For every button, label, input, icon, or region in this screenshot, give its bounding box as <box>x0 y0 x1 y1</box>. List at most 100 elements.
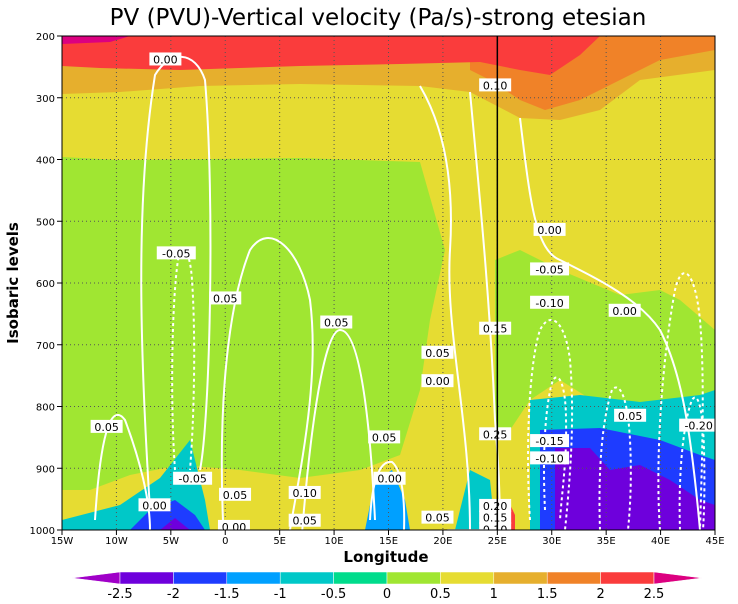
contour-label-bg <box>421 374 454 388</box>
x-tick-label: 20E <box>433 536 452 547</box>
contour-label: 0.25 <box>479 427 512 441</box>
contour-label-bg <box>479 498 512 512</box>
contour-label-bg <box>479 321 512 335</box>
contour-label-text: 0.00 <box>425 375 450 388</box>
colorbar-segment <box>333 571 388 585</box>
y-tick-label: 200 <box>36 32 55 43</box>
colorbar-tick-label: -1 <box>274 587 287 602</box>
y-tick-label: 500 <box>36 217 55 228</box>
chart-title: PV (PVU)-Vertical velocity (Pa/s)-strong… <box>110 5 647 31</box>
contour-label-bg <box>447 529 487 530</box>
contour-label: 0.05 <box>421 345 454 360</box>
contour-label-text: 0.05 <box>372 431 397 444</box>
x-tick-label: 30E <box>542 536 561 547</box>
colorbar-tick-label: 2.5 <box>644 587 665 602</box>
contour-label-bg <box>421 510 454 524</box>
contour-label: 0.00 <box>138 498 171 512</box>
contour-label-bg <box>530 451 570 465</box>
contour-label-bg <box>149 52 182 66</box>
contour-label-bg <box>320 315 353 329</box>
colorbar-segment <box>493 571 548 585</box>
contour-label-text: 0.05 <box>213 292 238 305</box>
contour-label: -0.05 <box>156 246 196 260</box>
y-tick-label: 700 <box>36 341 55 352</box>
contour-label: 0.15 <box>479 510 512 525</box>
colorbar: -2.5 -2 -1.5 -1 -0.5 0 0.5 1 1.5 2 2.5 <box>71 571 703 602</box>
x-tick-label: 5E <box>273 536 286 547</box>
contour-label-text: 0.05 <box>618 410 643 423</box>
contour-label-bg <box>530 295 570 309</box>
colorbar-tick-label: -2.5 <box>107 587 132 602</box>
pv-field-green-east <box>495 250 715 430</box>
contour-label: 0.15 <box>479 321 512 336</box>
contour-label-text: -0.10 <box>535 297 563 310</box>
contour-labels: 0.00 0.10 0.00 -0.05 -0.05 0.05 -0.10 0.00 0.05 0… <box>90 52 715 536</box>
contour-label-bg <box>479 78 512 92</box>
y-tick-label: 400 <box>36 156 55 167</box>
x-tick-label: 5W <box>163 536 179 547</box>
contour-label: 0.05 <box>90 419 123 434</box>
contour-label-text: 0.00 <box>377 473 402 486</box>
x-tick-label: 0 <box>222 536 228 547</box>
colorbar-tick-label: 0 <box>383 587 391 602</box>
colorbar-segment <box>440 571 495 585</box>
colorbar-segment <box>600 571 655 585</box>
contour-label-text: -0.20 <box>684 420 712 433</box>
x-tick-label: 10E <box>325 536 344 547</box>
contour-label-bg <box>479 522 512 530</box>
y-tick-label: 800 <box>36 403 55 414</box>
contour-label-bg <box>288 513 321 527</box>
contour-label: 0.00 <box>149 52 182 66</box>
contour-label-text: 0.00 <box>142 499 167 512</box>
y-axis-label: Isobaric levels <box>4 222 22 344</box>
colorbar-segment <box>279 571 334 585</box>
contour-label-text: 0.15 <box>483 512 508 525</box>
contour-label: -0.05 <box>447 529 487 530</box>
contour-label-text: 0.00 <box>222 521 247 534</box>
pv-field-green-region <box>62 157 445 490</box>
contour-label: -0.05 <box>530 262 570 276</box>
colorbar-segment <box>71 571 121 585</box>
colorbar-tick-label: 0.5 <box>430 587 451 602</box>
colorbar-tick-label: -2 <box>167 587 180 602</box>
contour-label-text: 0.10 <box>483 79 508 92</box>
x-tick-label: 40E <box>651 536 670 547</box>
x-tick-label: 25E <box>488 536 507 547</box>
x-axis-label: Longitude <box>343 548 428 566</box>
pv-field-cyan-mid <box>365 470 410 530</box>
contour-label: 0.05 <box>614 408 647 423</box>
contour-label-text: -0.15 <box>535 435 563 448</box>
contour-label: 0.10 <box>479 522 512 536</box>
contour-label: 0.05 <box>219 487 252 502</box>
contour-label-bg <box>421 345 454 359</box>
colorbar-tick-label: 1 <box>490 587 498 602</box>
contour-label-bg <box>138 498 171 512</box>
contour-label-text: 0.05 <box>324 317 349 330</box>
contour-label-text: 0.05 <box>223 489 248 502</box>
y-tick-label: 600 <box>36 279 55 290</box>
grid-lines <box>62 36 715 530</box>
contour-label-bg <box>288 485 321 499</box>
contour-label-bg <box>679 418 715 432</box>
y-tick-label: 300 <box>36 94 55 105</box>
contour-label-text: 0.00 <box>153 53 178 66</box>
plot-area: 0.00 0.10 0.00 -0.05 -0.05 0.05 -0.10 0.00 0.05 0… <box>62 36 715 536</box>
x-tick-label: 15E <box>379 536 398 547</box>
contour-label-text: 0.05 <box>425 347 450 360</box>
contour-label-text: 0.10 <box>483 523 508 536</box>
contour-label-text: 0.05 <box>292 515 317 528</box>
contour-label: -0.10 <box>530 451 570 465</box>
contour-label-bg <box>608 303 641 317</box>
x-axis-ticks: 15W 10W 5W 0 5E 10E 15E 20E 25E 30E 35E 40E 45E <box>51 530 725 547</box>
colorbar-segment <box>173 571 228 585</box>
contour-label-bg <box>156 246 196 260</box>
x-tick-label: 10W <box>105 536 128 547</box>
x-tick-label: 45E <box>705 536 724 547</box>
contour-label: 0.05 <box>288 513 321 528</box>
colorbar-tick-label: -0.5 <box>321 587 346 602</box>
contour-label-text: 0.00 <box>612 305 637 318</box>
colorbar-tick-label: -1.5 <box>214 587 239 602</box>
contour-label-bg <box>530 262 570 276</box>
contour-label: 0.00 <box>533 222 566 237</box>
